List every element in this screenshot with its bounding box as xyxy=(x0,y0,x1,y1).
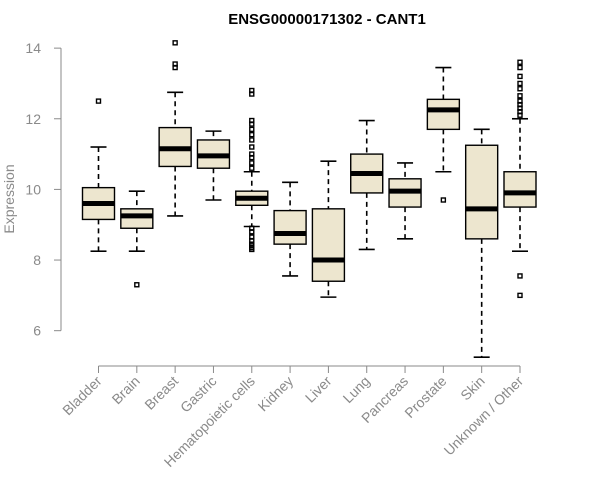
chart-title: ENSG00000171302 - CANT1 xyxy=(228,11,426,28)
outlier-point xyxy=(249,131,255,138)
box-group xyxy=(196,130,231,201)
x-tick-label: Brain xyxy=(109,373,143,407)
outlier-point xyxy=(517,86,523,92)
outlier-point xyxy=(440,197,447,203)
box xyxy=(426,98,461,131)
y-tick-label: 14 xyxy=(25,40,41,56)
outlier-point xyxy=(249,160,255,166)
outlier-point xyxy=(249,117,255,124)
outlier-point xyxy=(249,151,255,157)
box-group xyxy=(81,98,116,253)
box xyxy=(503,171,537,208)
outlier-point xyxy=(249,225,255,231)
box-group xyxy=(464,128,499,358)
x-tick-label: Skin xyxy=(457,373,488,404)
y-tick-label: 6 xyxy=(33,323,41,339)
outlier-point xyxy=(517,98,523,104)
y-tick-label: 8 xyxy=(33,252,41,268)
x-tick-label: Lung xyxy=(340,373,373,406)
outlier-point xyxy=(517,80,523,87)
box-series xyxy=(81,40,537,358)
outlier-point xyxy=(517,64,523,71)
outlier-point xyxy=(249,126,255,133)
box-group xyxy=(273,181,307,277)
box-group xyxy=(311,160,346,298)
box xyxy=(464,144,499,240)
box-group xyxy=(158,40,192,217)
outlier-point xyxy=(249,144,255,150)
outlier-point xyxy=(517,73,523,80)
box-group xyxy=(388,162,422,240)
outlier-point xyxy=(517,273,523,279)
outlier-point xyxy=(517,292,523,299)
outlier-point xyxy=(95,98,102,104)
outlier-point xyxy=(517,59,523,65)
box xyxy=(311,208,346,282)
y-tick-label: 10 xyxy=(25,181,41,197)
y-axis-label: Expression xyxy=(1,164,17,233)
x-tick-label: Kidney xyxy=(255,373,297,415)
outlier-point xyxy=(134,282,140,288)
y-tick-label: 12 xyxy=(25,111,41,127)
outlier-point xyxy=(517,93,523,99)
x-tick-label: Prostate xyxy=(401,373,449,421)
x-tick-label: Bladder xyxy=(59,373,105,419)
box-group xyxy=(350,119,384,251)
box-group xyxy=(120,190,154,288)
outlier-point xyxy=(249,137,255,143)
box xyxy=(273,209,307,245)
box-group xyxy=(426,66,461,203)
y-axis: 6 8 10 12 14 xyxy=(25,40,62,339)
outlier-point xyxy=(249,87,255,94)
outlier-point xyxy=(249,234,255,240)
outlier-point xyxy=(172,61,178,67)
box xyxy=(120,208,154,229)
outlier-point xyxy=(172,40,178,46)
x-tick-label: Liver xyxy=(302,373,335,406)
outlier-point xyxy=(249,165,255,171)
box-group xyxy=(503,59,537,299)
box-group xyxy=(235,87,269,253)
x-tick-label: Breast xyxy=(141,373,181,413)
